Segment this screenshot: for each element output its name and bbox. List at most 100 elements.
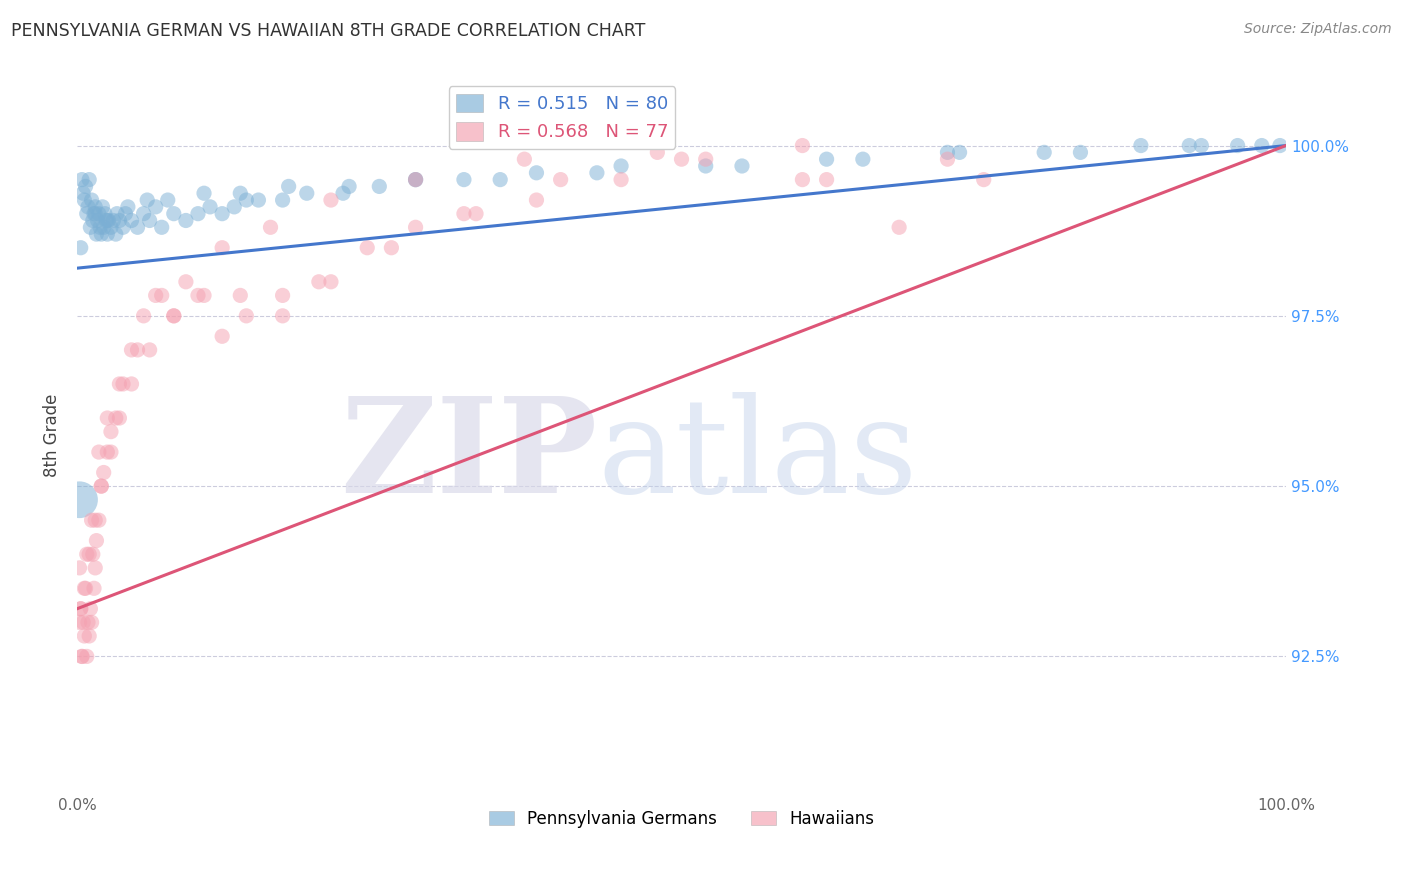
Point bbox=[695, 159, 717, 173]
Point bbox=[94, 207, 117, 221]
Point bbox=[647, 145, 669, 160]
Point bbox=[132, 207, 155, 221]
Point bbox=[163, 207, 186, 221]
Point bbox=[69, 601, 91, 615]
Point bbox=[174, 213, 197, 227]
Point bbox=[83, 582, 105, 596]
Legend: Pennsylvania Germans, Hawaiians: Pennsylvania Germans, Hawaiians bbox=[482, 803, 880, 834]
Point bbox=[211, 207, 233, 221]
Point bbox=[792, 172, 814, 186]
Point bbox=[145, 288, 167, 302]
Point bbox=[100, 445, 122, 459]
Point bbox=[86, 227, 108, 241]
Point bbox=[671, 152, 693, 166]
Point bbox=[69, 492, 91, 507]
Point bbox=[550, 172, 572, 186]
Point bbox=[73, 582, 96, 596]
Point bbox=[96, 227, 118, 241]
Point bbox=[271, 288, 294, 302]
Point bbox=[193, 288, 215, 302]
Point bbox=[337, 179, 360, 194]
Point bbox=[948, 145, 970, 160]
Point bbox=[731, 159, 754, 173]
Point bbox=[1189, 138, 1212, 153]
Point bbox=[94, 213, 117, 227]
Point bbox=[80, 615, 103, 630]
Point bbox=[82, 547, 104, 561]
Point bbox=[136, 193, 159, 207]
Point bbox=[77, 172, 100, 186]
Point bbox=[100, 220, 122, 235]
Point bbox=[108, 213, 131, 227]
Point bbox=[1250, 138, 1272, 153]
Point bbox=[77, 629, 100, 643]
Point bbox=[79, 220, 101, 235]
Point bbox=[187, 288, 209, 302]
Point bbox=[586, 166, 609, 180]
Point bbox=[90, 479, 112, 493]
Point bbox=[1226, 138, 1249, 153]
Point bbox=[156, 193, 179, 207]
Point bbox=[72, 615, 94, 630]
Point bbox=[295, 186, 318, 201]
Point bbox=[104, 227, 127, 241]
Point bbox=[76, 649, 98, 664]
Point bbox=[526, 193, 548, 207]
Point bbox=[187, 207, 209, 221]
Point bbox=[936, 145, 959, 160]
Point bbox=[69, 615, 91, 630]
Point bbox=[89, 220, 111, 235]
Point bbox=[150, 220, 173, 235]
Point bbox=[103, 213, 125, 227]
Point bbox=[308, 275, 330, 289]
Point bbox=[815, 152, 838, 166]
Point bbox=[229, 186, 252, 201]
Point bbox=[887, 220, 910, 235]
Point bbox=[87, 445, 110, 459]
Point bbox=[104, 411, 127, 425]
Point bbox=[356, 241, 378, 255]
Point bbox=[105, 207, 128, 221]
Point bbox=[174, 275, 197, 289]
Point bbox=[405, 220, 427, 235]
Point bbox=[73, 629, 96, 643]
Point bbox=[513, 152, 536, 166]
Point bbox=[114, 207, 136, 221]
Point bbox=[90, 479, 112, 493]
Point bbox=[93, 466, 115, 480]
Point bbox=[150, 288, 173, 302]
Text: atlas: atlas bbox=[598, 392, 917, 521]
Point bbox=[1069, 145, 1091, 160]
Point bbox=[453, 207, 475, 221]
Point bbox=[86, 213, 108, 227]
Point bbox=[80, 513, 103, 527]
Point bbox=[70, 649, 93, 664]
Point bbox=[211, 329, 233, 343]
Point bbox=[91, 200, 114, 214]
Point bbox=[815, 172, 838, 186]
Point bbox=[70, 649, 93, 664]
Point bbox=[108, 376, 131, 391]
Point bbox=[79, 601, 101, 615]
Point bbox=[145, 200, 167, 214]
Point bbox=[453, 172, 475, 186]
Point bbox=[332, 186, 354, 201]
Point bbox=[405, 172, 427, 186]
Point bbox=[84, 207, 107, 221]
Point bbox=[319, 275, 342, 289]
Point bbox=[121, 376, 143, 391]
Point bbox=[277, 179, 299, 194]
Point bbox=[97, 213, 120, 227]
Point bbox=[235, 193, 257, 207]
Point bbox=[936, 152, 959, 166]
Point bbox=[112, 376, 135, 391]
Point bbox=[69, 561, 91, 575]
Point bbox=[138, 213, 160, 227]
Point bbox=[610, 159, 633, 173]
Point bbox=[86, 533, 108, 548]
Point bbox=[380, 241, 402, 255]
Point bbox=[69, 241, 91, 255]
Point bbox=[610, 172, 633, 186]
Point bbox=[973, 172, 995, 186]
Point bbox=[87, 207, 110, 221]
